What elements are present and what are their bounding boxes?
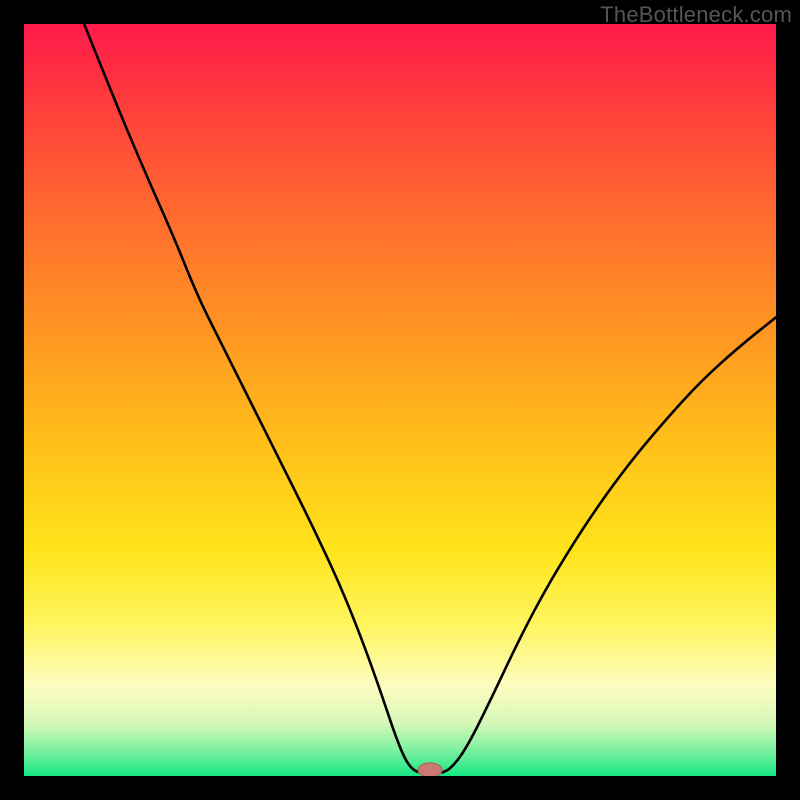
gradient-background bbox=[24, 24, 776, 776]
watermark-text: TheBottleneck.com bbox=[600, 2, 792, 28]
bottleneck-curve-chart bbox=[0, 0, 800, 800]
minimum-marker bbox=[418, 763, 442, 777]
